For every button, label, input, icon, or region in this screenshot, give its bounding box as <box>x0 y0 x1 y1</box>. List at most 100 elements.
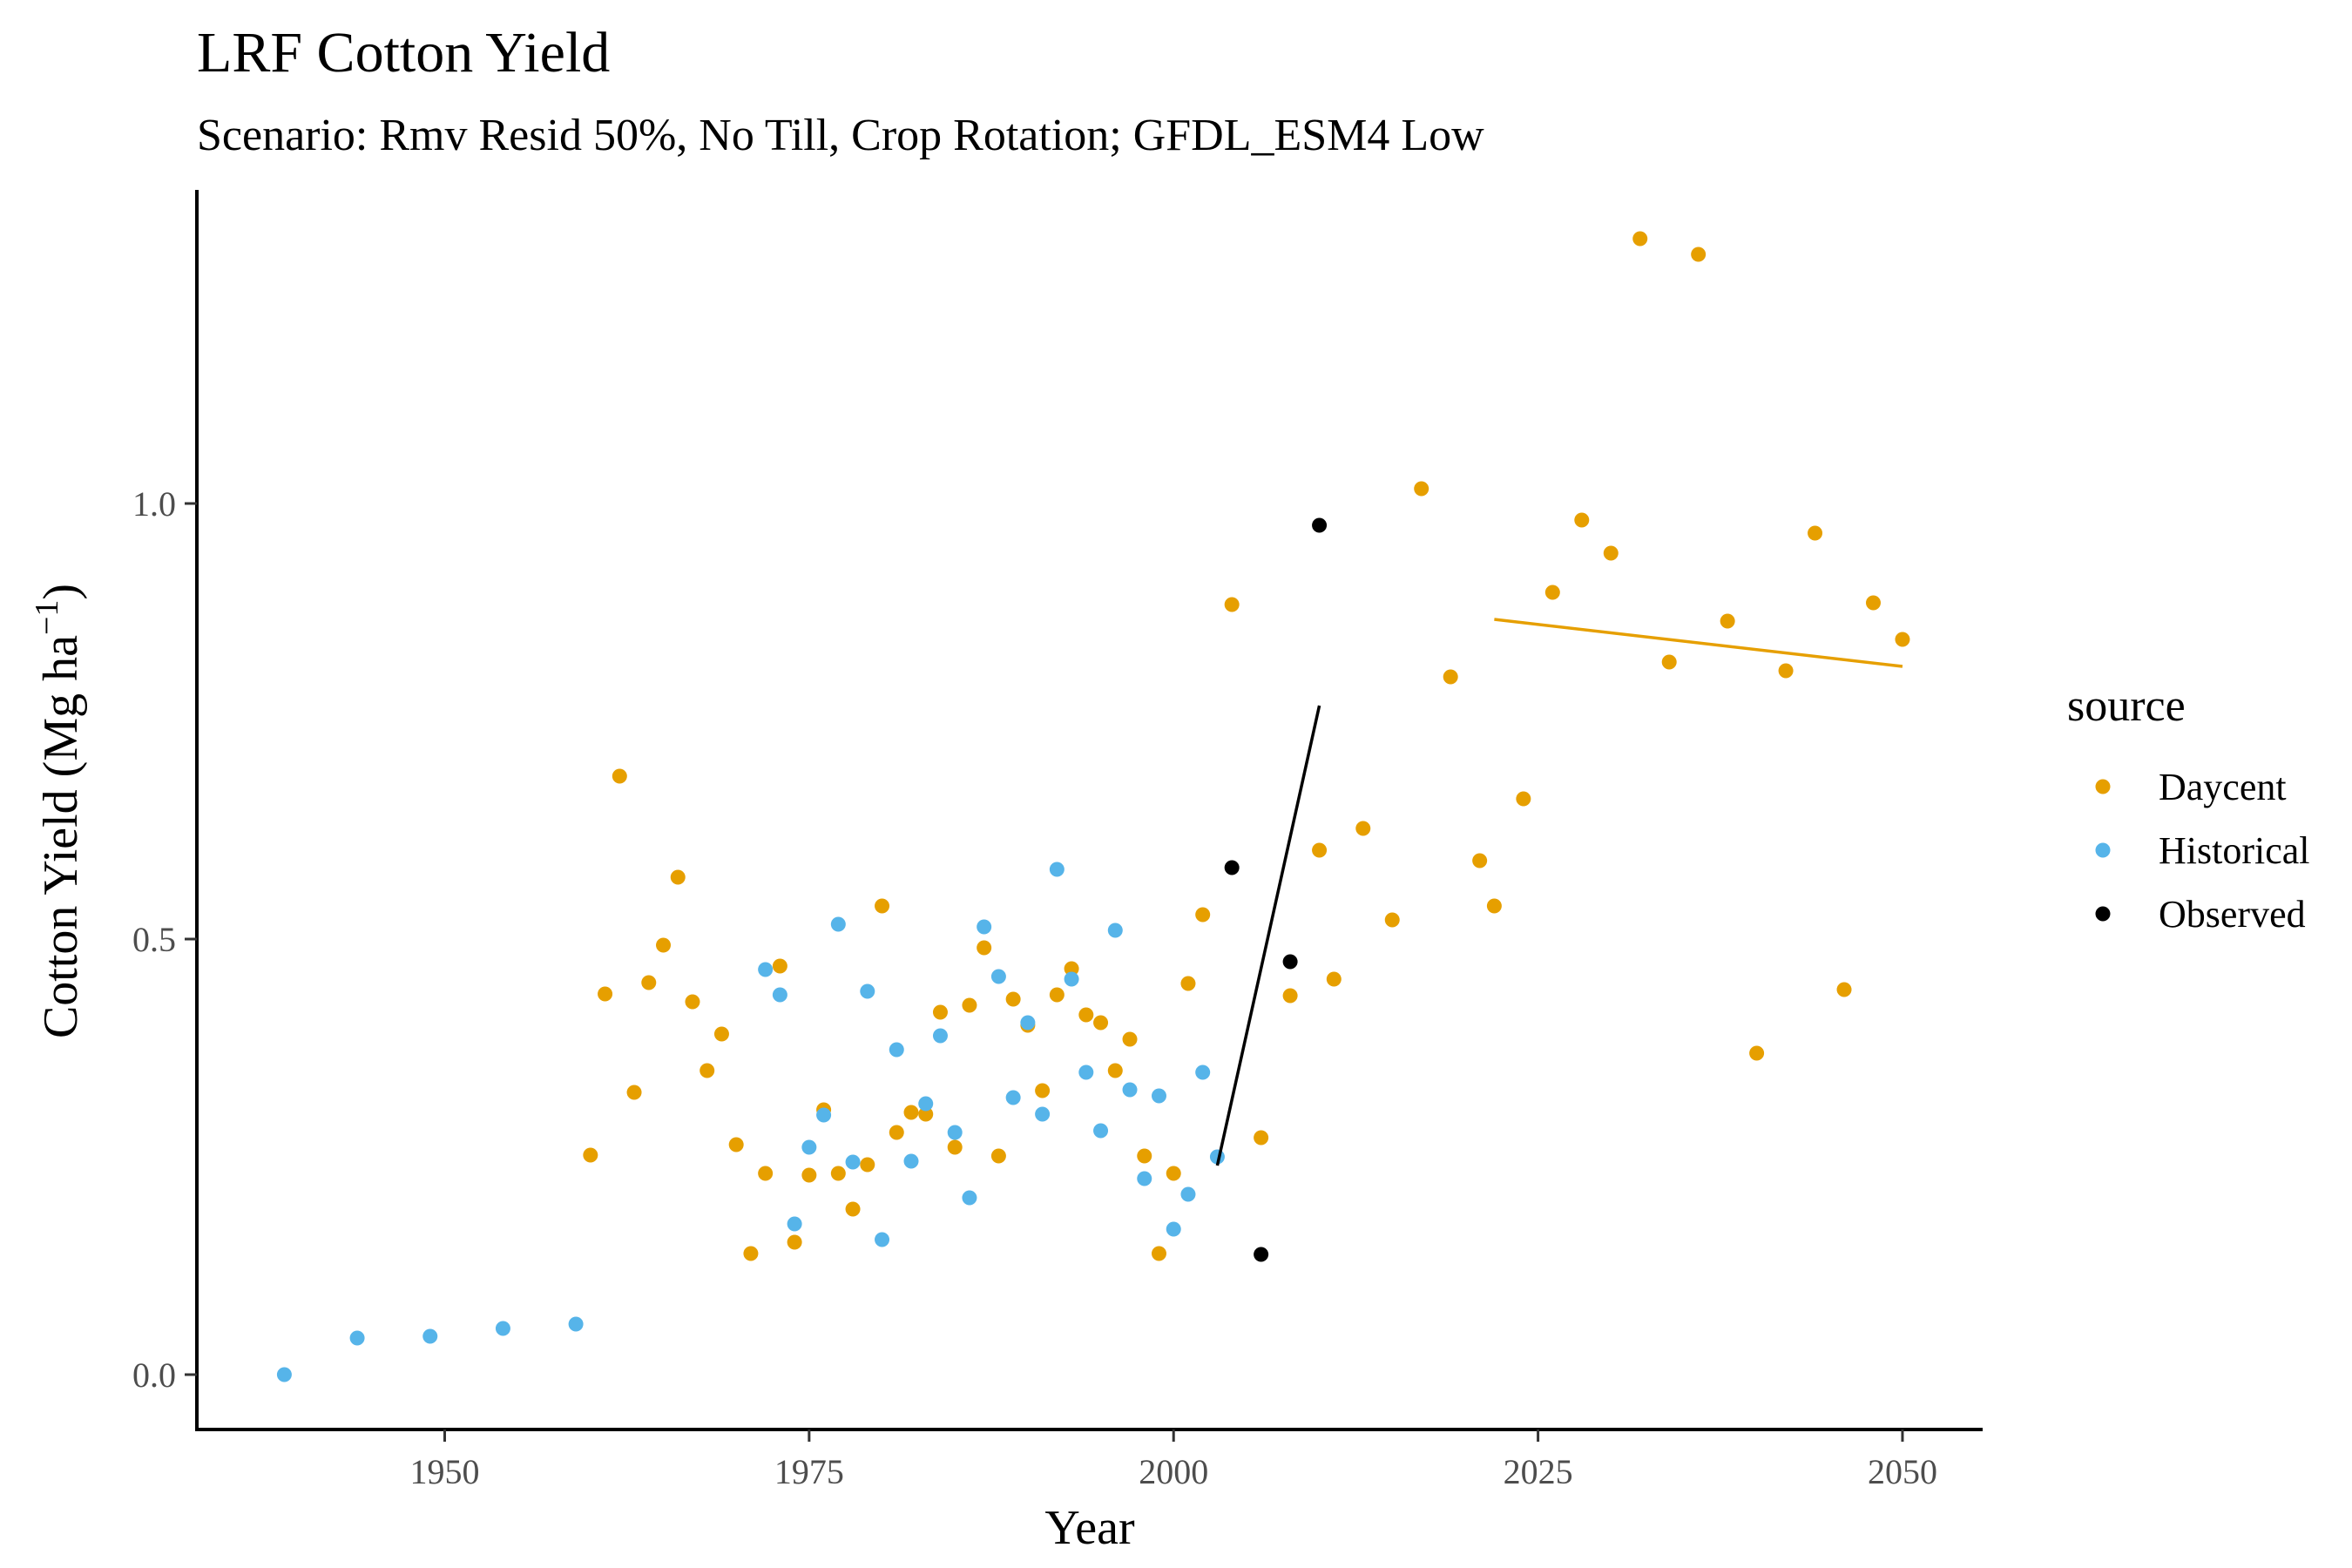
point-daycent-1964 <box>641 975 657 990</box>
chart-title: LRF Cotton Yield <box>197 21 610 84</box>
point-daycent-2042 <box>1778 663 1794 679</box>
point-historical-2001 <box>1180 1186 1196 1202</box>
point-historical-1994 <box>1078 1064 1094 1080</box>
point-daycent-1997 <box>1122 1031 1138 1047</box>
point-daycent-2021 <box>1472 853 1488 868</box>
point-daycent-1978 <box>845 1201 861 1217</box>
point-daycent-2046 <box>1836 982 1852 997</box>
point-daycent-1986 <box>962 997 977 1013</box>
x-tick-label-2050: 2050 <box>1868 1452 1937 1491</box>
point-daycent-1975 <box>801 1167 817 1183</box>
chart-subtitle: Scenario: Rmv Resid 50%, No Till, Crop R… <box>197 111 1484 160</box>
point-daycent-2036 <box>1691 247 1707 262</box>
point-daycent-1993 <box>1064 961 1079 977</box>
point-daycent-2026 <box>1544 585 1560 600</box>
point-daycent-1963 <box>626 1085 642 1100</box>
point-daycent-2050 <box>1895 632 1910 647</box>
point-daycent-1966 <box>670 869 686 885</box>
point-daycent-2013 <box>1355 821 1371 836</box>
point-daycent-1985 <box>947 1139 963 1155</box>
point-daycent-1987 <box>977 940 992 956</box>
point-daycent-1982 <box>903 1105 919 1120</box>
point-daycent-1980 <box>875 898 890 914</box>
point-historical-1975 <box>801 1139 817 1155</box>
x-tick-label-2025: 2025 <box>1504 1452 1573 1491</box>
point-historical-1978 <box>845 1154 861 1170</box>
point-historical-1988 <box>990 969 1006 984</box>
point-daycent-1981 <box>889 1125 904 1140</box>
point-historical-1989 <box>1005 1090 1021 1105</box>
y-tick-label-1.0: 1.0 <box>132 484 176 524</box>
x-tick-label-1975: 1975 <box>774 1452 844 1491</box>
point-daycent-1989 <box>1005 991 1021 1007</box>
trend-line-observed <box>1215 705 1321 1166</box>
point-daycent-2024 <box>1516 791 1531 807</box>
point-historical-1976 <box>816 1107 832 1123</box>
point-historical-1939 <box>276 1367 292 1382</box>
point-observed-2008 <box>1282 954 1298 970</box>
point-daycent-2032 <box>1632 231 1648 247</box>
point-historical-1997 <box>1122 1082 1138 1098</box>
x-tick-label-2000: 2000 <box>1139 1452 1208 1491</box>
y-tick-label-0.0: 0.0 <box>132 1355 176 1395</box>
point-daycent-2038 <box>1720 613 1735 629</box>
point-daycent-1994 <box>1078 1007 1094 1023</box>
legend-title: source <box>2067 681 2186 731</box>
point-daycent-2002 <box>1195 907 1211 923</box>
point-daycent-1992 <box>1049 987 1064 1003</box>
x-axis-ticks: 1950 1975 2000 2025 2050 <box>409 1429 1937 1491</box>
point-daycent-2019 <box>1443 669 1458 685</box>
point-daycent-2010 <box>1312 842 1328 858</box>
point-historical-1999 <box>1151 1088 1166 1104</box>
point-daycent-1998 <box>1137 1148 1152 1164</box>
point-historical-1974 <box>787 1216 802 1232</box>
point-daycent-2006 <box>1254 1130 1269 1146</box>
point-historical-1954 <box>495 1321 510 1336</box>
legend-key-historical <box>2095 842 2111 858</box>
point-historical-1987 <box>977 919 992 935</box>
point-historical-1991 <box>1035 1106 1051 1122</box>
legend-label-historical: Historical <box>2159 829 2310 872</box>
point-daycent-1961 <box>598 986 613 1002</box>
y-tick-label-0.5: 0.5 <box>132 920 176 959</box>
legend: source Daycent Historical Observed <box>2067 681 2310 936</box>
point-daycent-1962 <box>612 768 627 784</box>
point-historical-1990 <box>1020 1015 1036 1031</box>
y-axis-title: Cotton Yield (Mg ha−1) <box>29 584 88 1038</box>
point-daycent-1970 <box>728 1137 744 1152</box>
point-historical-1972 <box>758 962 774 977</box>
plot-marks <box>276 231 1910 1382</box>
point-historical-1995 <box>1093 1123 1109 1139</box>
point-daycent-2028 <box>1574 512 1590 528</box>
point-historical-1979 <box>860 983 875 999</box>
point-historical-2002 <box>1195 1064 1211 1080</box>
point-daycent-1983 <box>918 1106 934 1122</box>
point-historical-1982 <box>903 1153 919 1169</box>
y-axis-ticks: 0.0 0.5 1.0 <box>132 484 197 1395</box>
legend-key-daycent <box>2095 779 2111 794</box>
y-axis-title-text: Cotton Yield (Mg ha <box>34 635 88 1038</box>
point-historical-2000 <box>1166 1221 1181 1237</box>
point-daycent-1974 <box>787 1234 802 1250</box>
point-observed-2004 <box>1224 860 1240 875</box>
point-daycent-2022 <box>1486 898 1502 914</box>
point-historical-1996 <box>1107 923 1123 938</box>
point-historical-1949 <box>422 1328 438 1344</box>
point-daycent-2048 <box>1865 595 1881 611</box>
point-historical-1981 <box>889 1042 904 1058</box>
point-daycent-1999 <box>1151 1246 1166 1261</box>
point-daycent-2011 <box>1326 971 1342 987</box>
point-historical-1959 <box>568 1316 584 1332</box>
point-daycent-1960 <box>583 1147 598 1163</box>
point-daycent-2015 <box>1384 912 1400 928</box>
legend-label-observed: Observed <box>2159 893 2306 936</box>
point-daycent-2001 <box>1180 976 1196 991</box>
point-historical-1984 <box>932 1028 948 1044</box>
point-daycent-1988 <box>990 1148 1006 1164</box>
y-axis-title-exponent: −1 <box>29 600 65 635</box>
point-historical-1980 <box>875 1232 890 1247</box>
point-daycent-1977 <box>830 1166 846 1181</box>
point-historical-1993 <box>1064 971 1079 987</box>
point-observed-2010 <box>1312 517 1328 533</box>
